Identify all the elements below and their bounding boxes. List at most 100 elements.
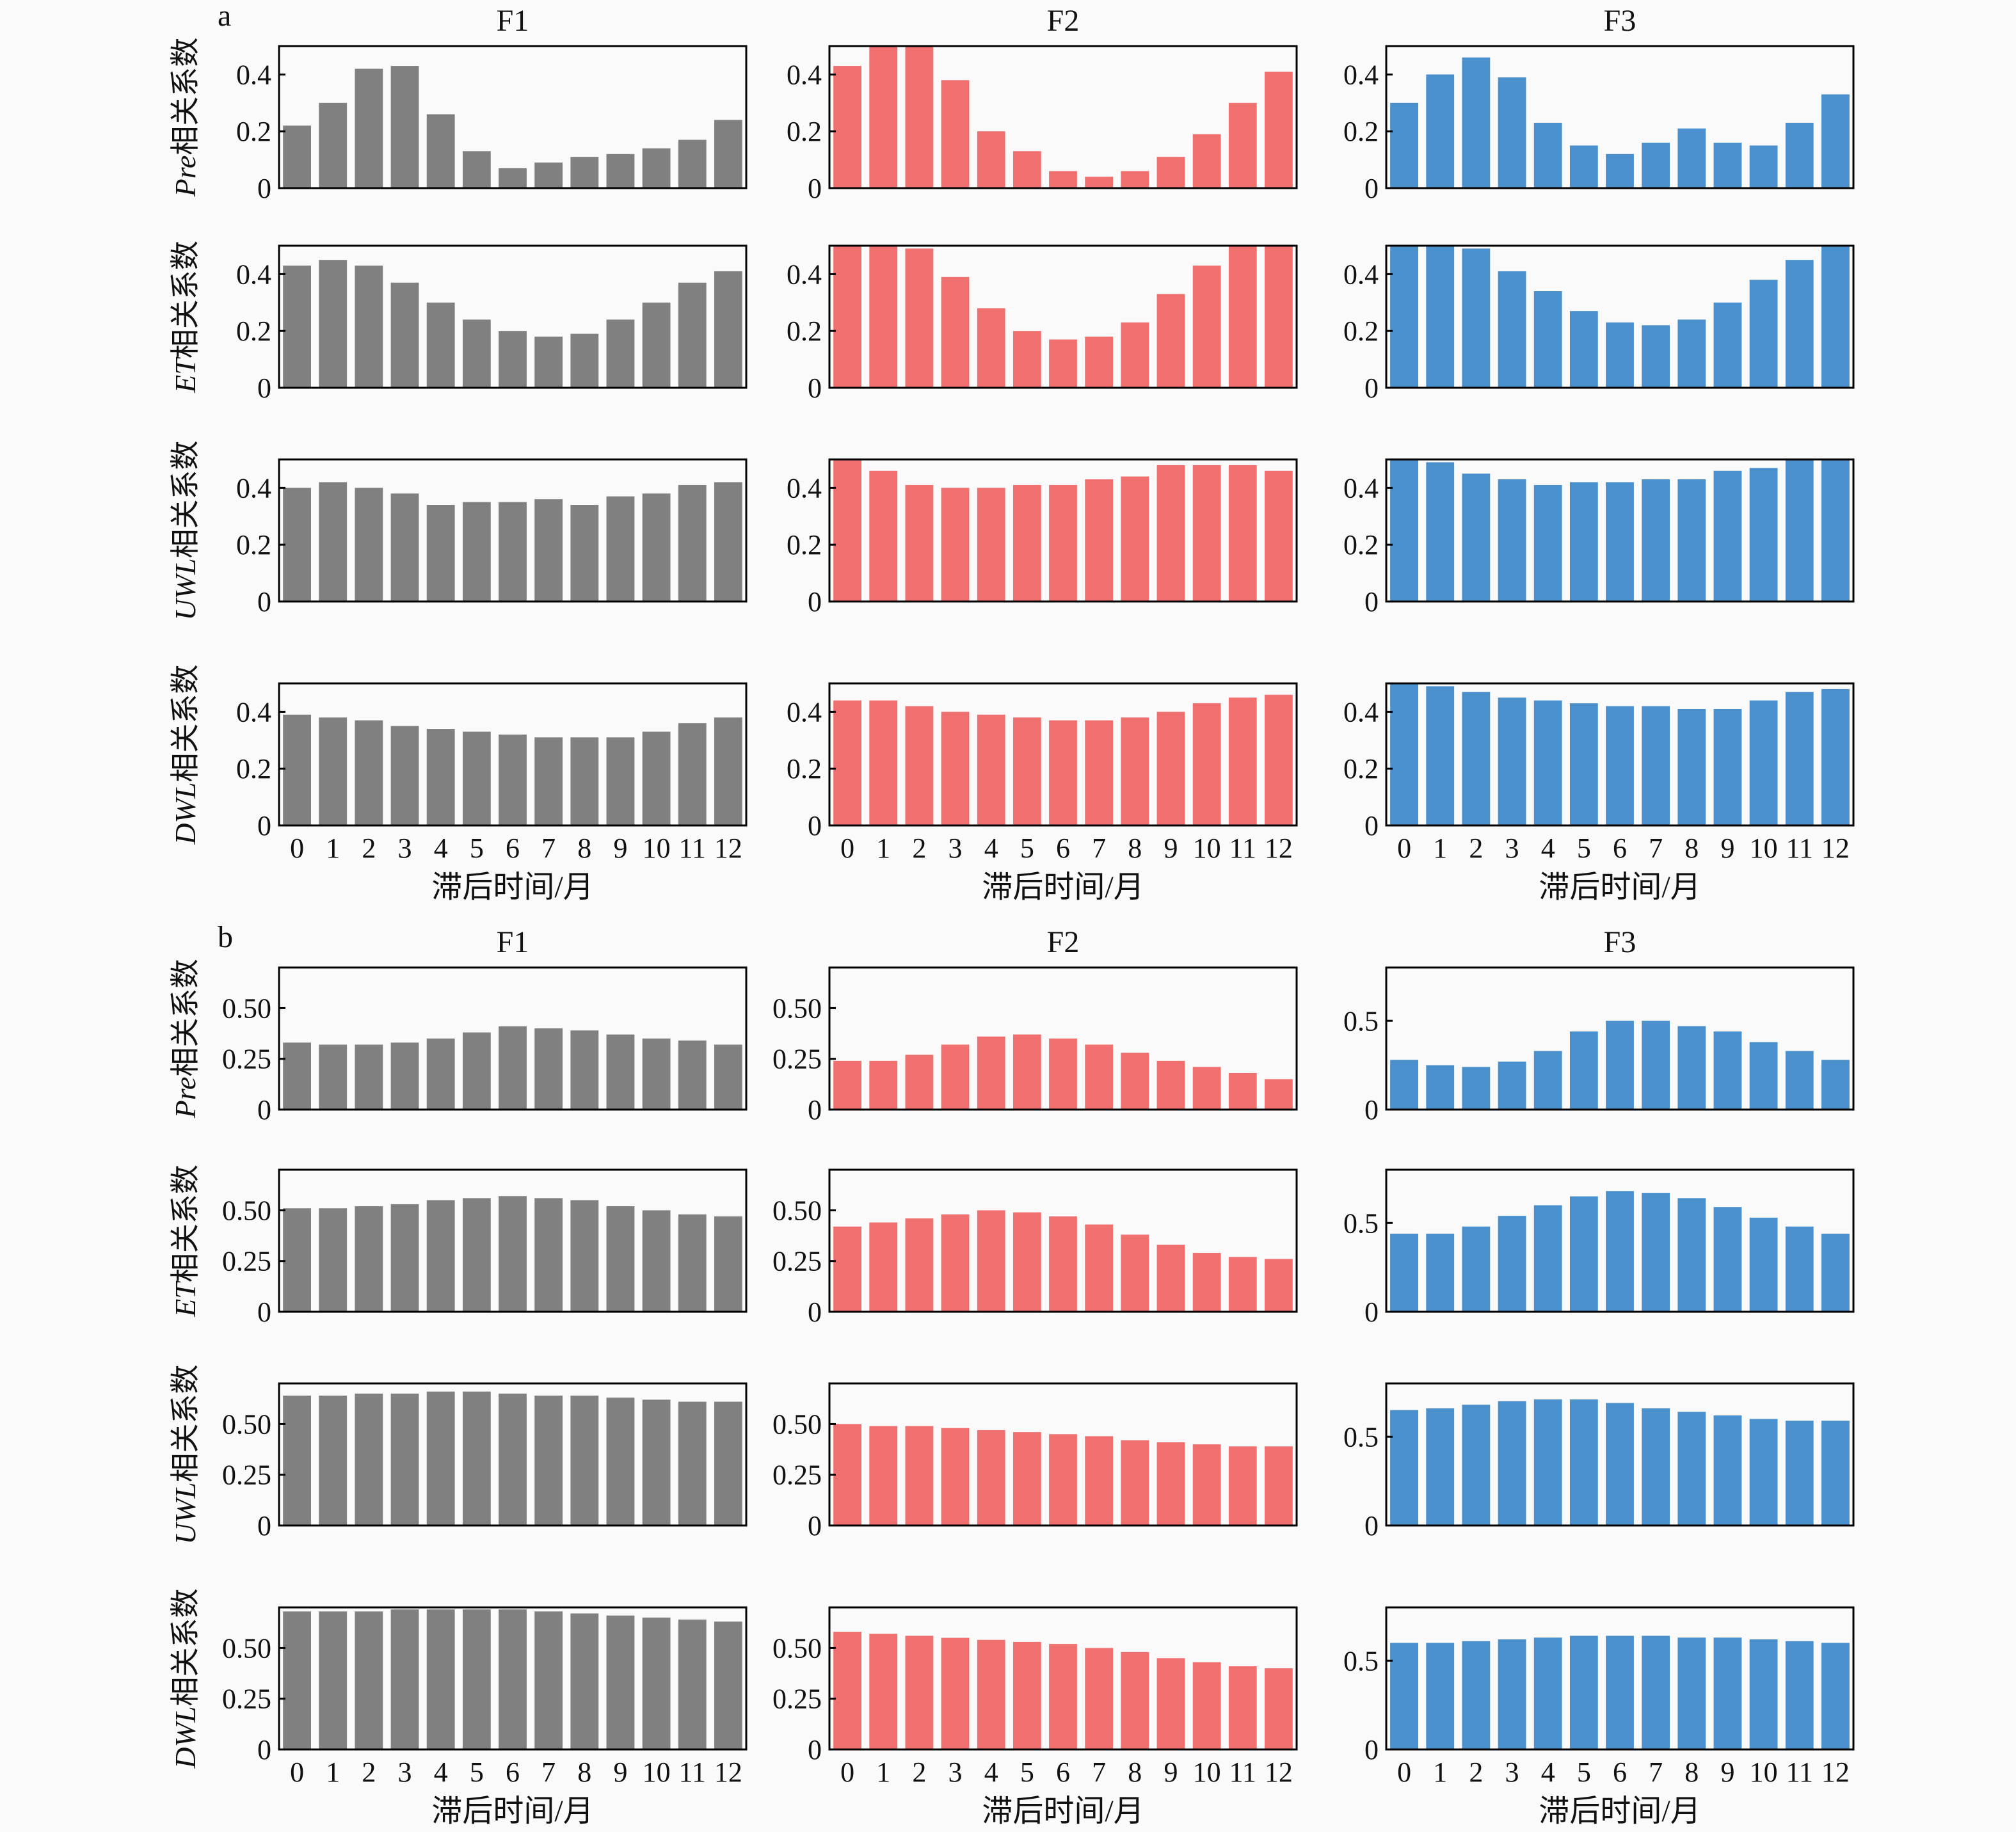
bar-b-DWL-F3-10 (1749, 1639, 1778, 1749)
bar-a-Pre-F2-2 (905, 46, 934, 188)
bar-a-ET-F1-6 (499, 331, 527, 388)
bar-a-Pre-F2-7 (1085, 177, 1114, 188)
bar-b-ET-F1-7 (534, 1198, 563, 1312)
bar-b-DWL-F2-1 (869, 1634, 898, 1749)
bar-b-ET-F3-12 (1821, 1233, 1850, 1312)
bar-b-Pre-F3-3 (1498, 1062, 1526, 1110)
bar-a-DWL-F2-8 (1121, 717, 1149, 825)
bar-b-Pre-F2-2 (905, 1055, 934, 1110)
x-axis-label-a-F3: 滞后时间/月 (1539, 870, 1700, 904)
bar-a-UWL-F2-8 (1121, 476, 1149, 601)
bar-b-Pre-F3-9 (1713, 1031, 1742, 1110)
y-tick-label-a-DWL-F1-1: 0.2 (236, 753, 271, 785)
bar-b-DWL-F3-11 (1785, 1641, 1814, 1749)
bar-a-UWL-F2-0 (833, 459, 861, 601)
bar-b-Pre-F2-4 (977, 1036, 1005, 1110)
y-tick-label-a-UWL-F2-1: 0.2 (787, 529, 822, 561)
bar-b-UWL-F2-10 (1192, 1444, 1221, 1525)
bar-b-UWL-F2-9 (1156, 1442, 1185, 1525)
y-tick-label-b-UWL-F1-0: 0 (257, 1510, 271, 1541)
bar-b-DWL-F3-12 (1821, 1643, 1850, 1749)
x-tick-label-b-F1-10: 10 (643, 1756, 671, 1788)
bar-b-DWL-F1-6 (499, 1609, 527, 1749)
bar-b-Pre-F3-6 (1606, 1021, 1634, 1110)
bar-a-Pre-F1-10 (642, 148, 671, 188)
x-tick-label-a-F3-4: 4 (1541, 832, 1555, 864)
bar-b-ET-F1-1 (319, 1208, 348, 1312)
axes-frame-a-Pre-F3 (1385, 45, 1855, 189)
bar-a-ET-F2-12 (1265, 246, 1293, 388)
bar-a-UWL-F3-2 (1462, 474, 1491, 601)
y-tick-label-a-Pre-F3-0: 0 (1364, 173, 1379, 204)
y-axis-label-suffix: 相关系数 (169, 959, 202, 1077)
y-tick-label-a-Pre-F1-2: 0.4 (236, 59, 271, 90)
x-tick-label-b-F1-2: 2 (362, 1756, 376, 1788)
bar-b-Pre-F3-1 (1426, 1065, 1455, 1110)
bar-a-DWL-F2-6 (1049, 720, 1077, 825)
y-tick-label-b-Pre-F2-0: 0 (808, 1094, 822, 1126)
bar-b-ET-F3-3 (1498, 1216, 1526, 1312)
x-tick-label-b-F1-12: 12 (714, 1756, 742, 1788)
bar-b-UWL-F2-1 (869, 1426, 898, 1525)
bar-b-Pre-F2-9 (1156, 1060, 1185, 1110)
bar-a-ET-F2-2 (905, 248, 934, 388)
bar-b-ET-F2-9 (1156, 1245, 1185, 1312)
y-tick-label-b-Pre-F1-1: 0.25 (222, 1044, 271, 1075)
bar-a-UWL-F2-3 (941, 488, 970, 601)
bar-a-UWL-F3-4 (1533, 484, 1562, 601)
bar-a-UWL-F2-2 (905, 484, 934, 601)
x-tick-label-b-F2-5: 5 (1020, 1756, 1034, 1788)
bar-a-Pre-F2-12 (1265, 71, 1293, 189)
axes-frame-a-ET-F3 (1385, 244, 1855, 389)
y-axis-label-ET: ET相关系数 (169, 241, 202, 394)
bar-a-DWL-F2-2 (905, 706, 934, 825)
column-title-F2: F2 (1047, 4, 1080, 38)
bar-b-DWL-F1-9 (606, 1615, 635, 1749)
x-tick-label-a-F3-12: 12 (1821, 832, 1850, 864)
bar-b-DWL-F1-3 (390, 1609, 419, 1749)
bar-a-ET-F3-2 (1462, 248, 1491, 388)
x-tick-label-a-F3-6: 6 (1613, 832, 1627, 864)
bar-b-ET-F2-0 (833, 1226, 861, 1312)
y-tick-label-a-DWL-F3-2: 0.4 (1343, 696, 1379, 728)
bar-b-UWL-F2-6 (1049, 1434, 1077, 1525)
bar-b-UWL-F2-3 (941, 1428, 970, 1525)
x-tick-label-b-F2-0: 0 (840, 1756, 854, 1788)
bar-a-DWL-F1-8 (570, 737, 599, 825)
bar-a-UWL-F1-6 (499, 502, 527, 601)
bar-b-Pre-F1-0 (283, 1042, 311, 1110)
bar-a-UWL-F1-12 (714, 482, 742, 601)
y-tick-label-b-DWL-F2-2: 0.50 (772, 1632, 822, 1664)
bar-b-DWL-F2-0 (833, 1632, 861, 1749)
x-tick-label-b-F3-5: 5 (1577, 1756, 1591, 1788)
bar-b-DWL-F2-7 (1085, 1648, 1114, 1749)
y-tick-label-a-ET-F3-0: 0 (1364, 372, 1379, 404)
bar-b-ET-F1-3 (390, 1204, 419, 1312)
bar-a-DWL-F2-1 (869, 700, 898, 825)
bar-a-ET-F3-11 (1785, 260, 1814, 388)
y-axis-label-variable: ET (169, 356, 202, 394)
bar-a-DWL-F1-5 (462, 731, 491, 825)
bar-b-DWL-F1-12 (714, 1621, 742, 1749)
bar-a-ET-F2-8 (1121, 322, 1149, 388)
bar-b-DWL-F1-7 (534, 1611, 563, 1749)
bar-a-UWL-F3-8 (1677, 479, 1706, 601)
bar-a-Pre-F3-9 (1713, 142, 1742, 188)
bar-b-UWL-F3-5 (1569, 1399, 1598, 1525)
bar-a-UWL-F1-5 (462, 502, 491, 601)
y-tick-label-b-UWL-F2-1: 0.25 (772, 1460, 822, 1491)
bar-a-ET-F2-9 (1156, 294, 1185, 388)
x-tick-label-a-F2-3: 3 (948, 832, 963, 864)
bar-a-ET-F3-6 (1606, 322, 1634, 388)
y-tick-label-b-Pre-F1-0: 0 (257, 1094, 271, 1126)
bar-b-Pre-F2-11 (1228, 1072, 1257, 1110)
bar-a-DWL-F2-7 (1085, 720, 1114, 825)
bar-b-DWL-F3-5 (1569, 1636, 1598, 1749)
bar-a-ET-F2-0 (833, 246, 861, 388)
bar-b-UWL-F1-7 (534, 1396, 563, 1525)
bar-a-DWL-F1-0 (283, 714, 311, 825)
bar-b-ET-F2-6 (1049, 1216, 1077, 1312)
bar-b-Pre-F1-3 (390, 1042, 419, 1110)
x-tick-label-a-F2-6: 6 (1056, 832, 1070, 864)
bar-b-UWL-F1-1 (319, 1396, 348, 1525)
